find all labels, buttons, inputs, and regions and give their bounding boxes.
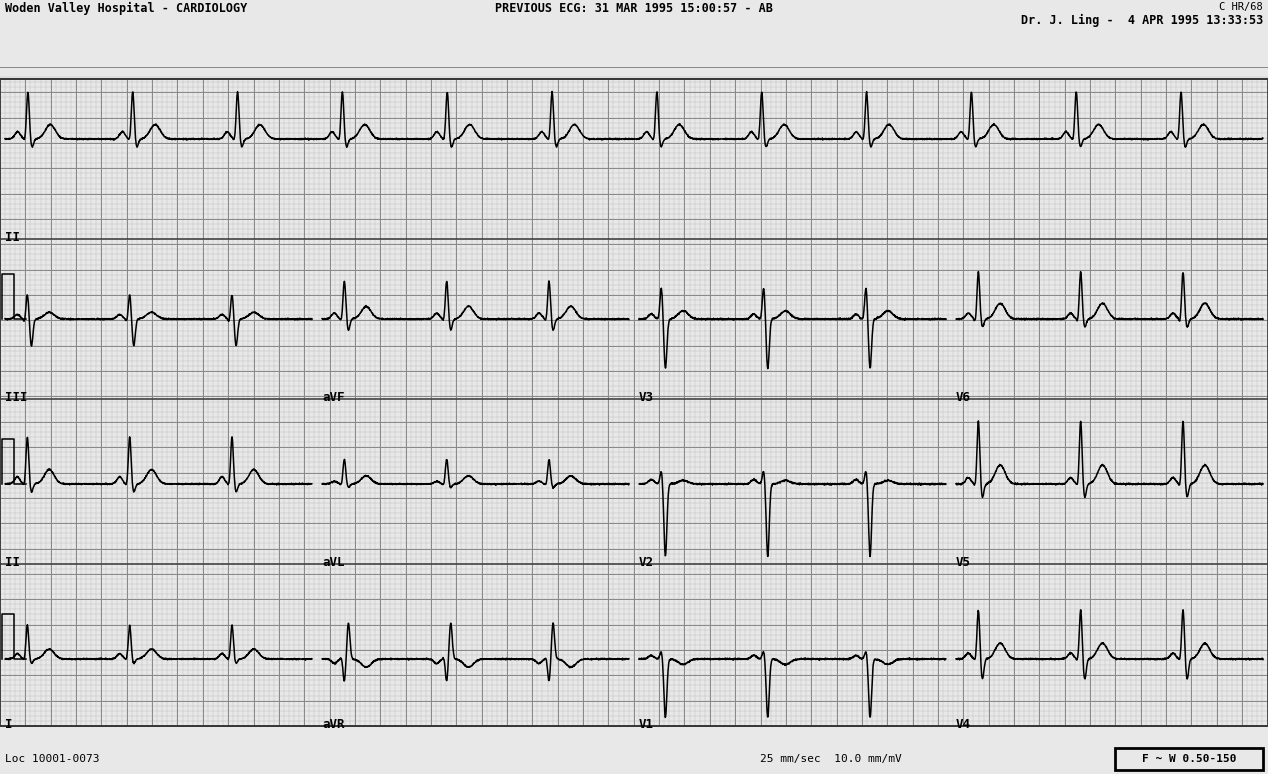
Text: Woden Valley Hospital - CARDIOLOGY: Woden Valley Hospital - CARDIOLOGY <box>5 2 247 15</box>
Text: PREVIOUS ECG: 31 MAR 1995 15:00:57 - AB: PREVIOUS ECG: 31 MAR 1995 15:00:57 - AB <box>495 2 773 15</box>
Text: III: III <box>5 391 28 404</box>
Text: C HR/68: C HR/68 <box>1220 2 1263 12</box>
Text: V4: V4 <box>956 718 971 731</box>
Text: I: I <box>5 718 13 731</box>
Text: V5: V5 <box>956 556 971 569</box>
Text: V6: V6 <box>956 391 971 404</box>
Text: aVR: aVR <box>322 718 345 731</box>
Text: V3: V3 <box>639 391 654 404</box>
Text: aVF: aVF <box>322 391 345 404</box>
Text: V2: V2 <box>639 556 654 569</box>
Text: V1: V1 <box>639 718 654 731</box>
Text: II: II <box>5 231 20 244</box>
Text: II: II <box>5 556 20 569</box>
Bar <box>1115 748 1263 770</box>
Text: F ~ W 0.50-150: F ~ W 0.50-150 <box>1141 754 1236 764</box>
Text: Loc 10001-0073: Loc 10001-0073 <box>5 754 99 764</box>
Text: aVL: aVL <box>322 556 345 569</box>
Text: 25 mm/sec  10.0 mm/mV: 25 mm/sec 10.0 mm/mV <box>760 754 902 764</box>
Text: Dr. J. Ling -  4 APR 1995 13:33:53: Dr. J. Ling - 4 APR 1995 13:33:53 <box>1021 14 1263 27</box>
